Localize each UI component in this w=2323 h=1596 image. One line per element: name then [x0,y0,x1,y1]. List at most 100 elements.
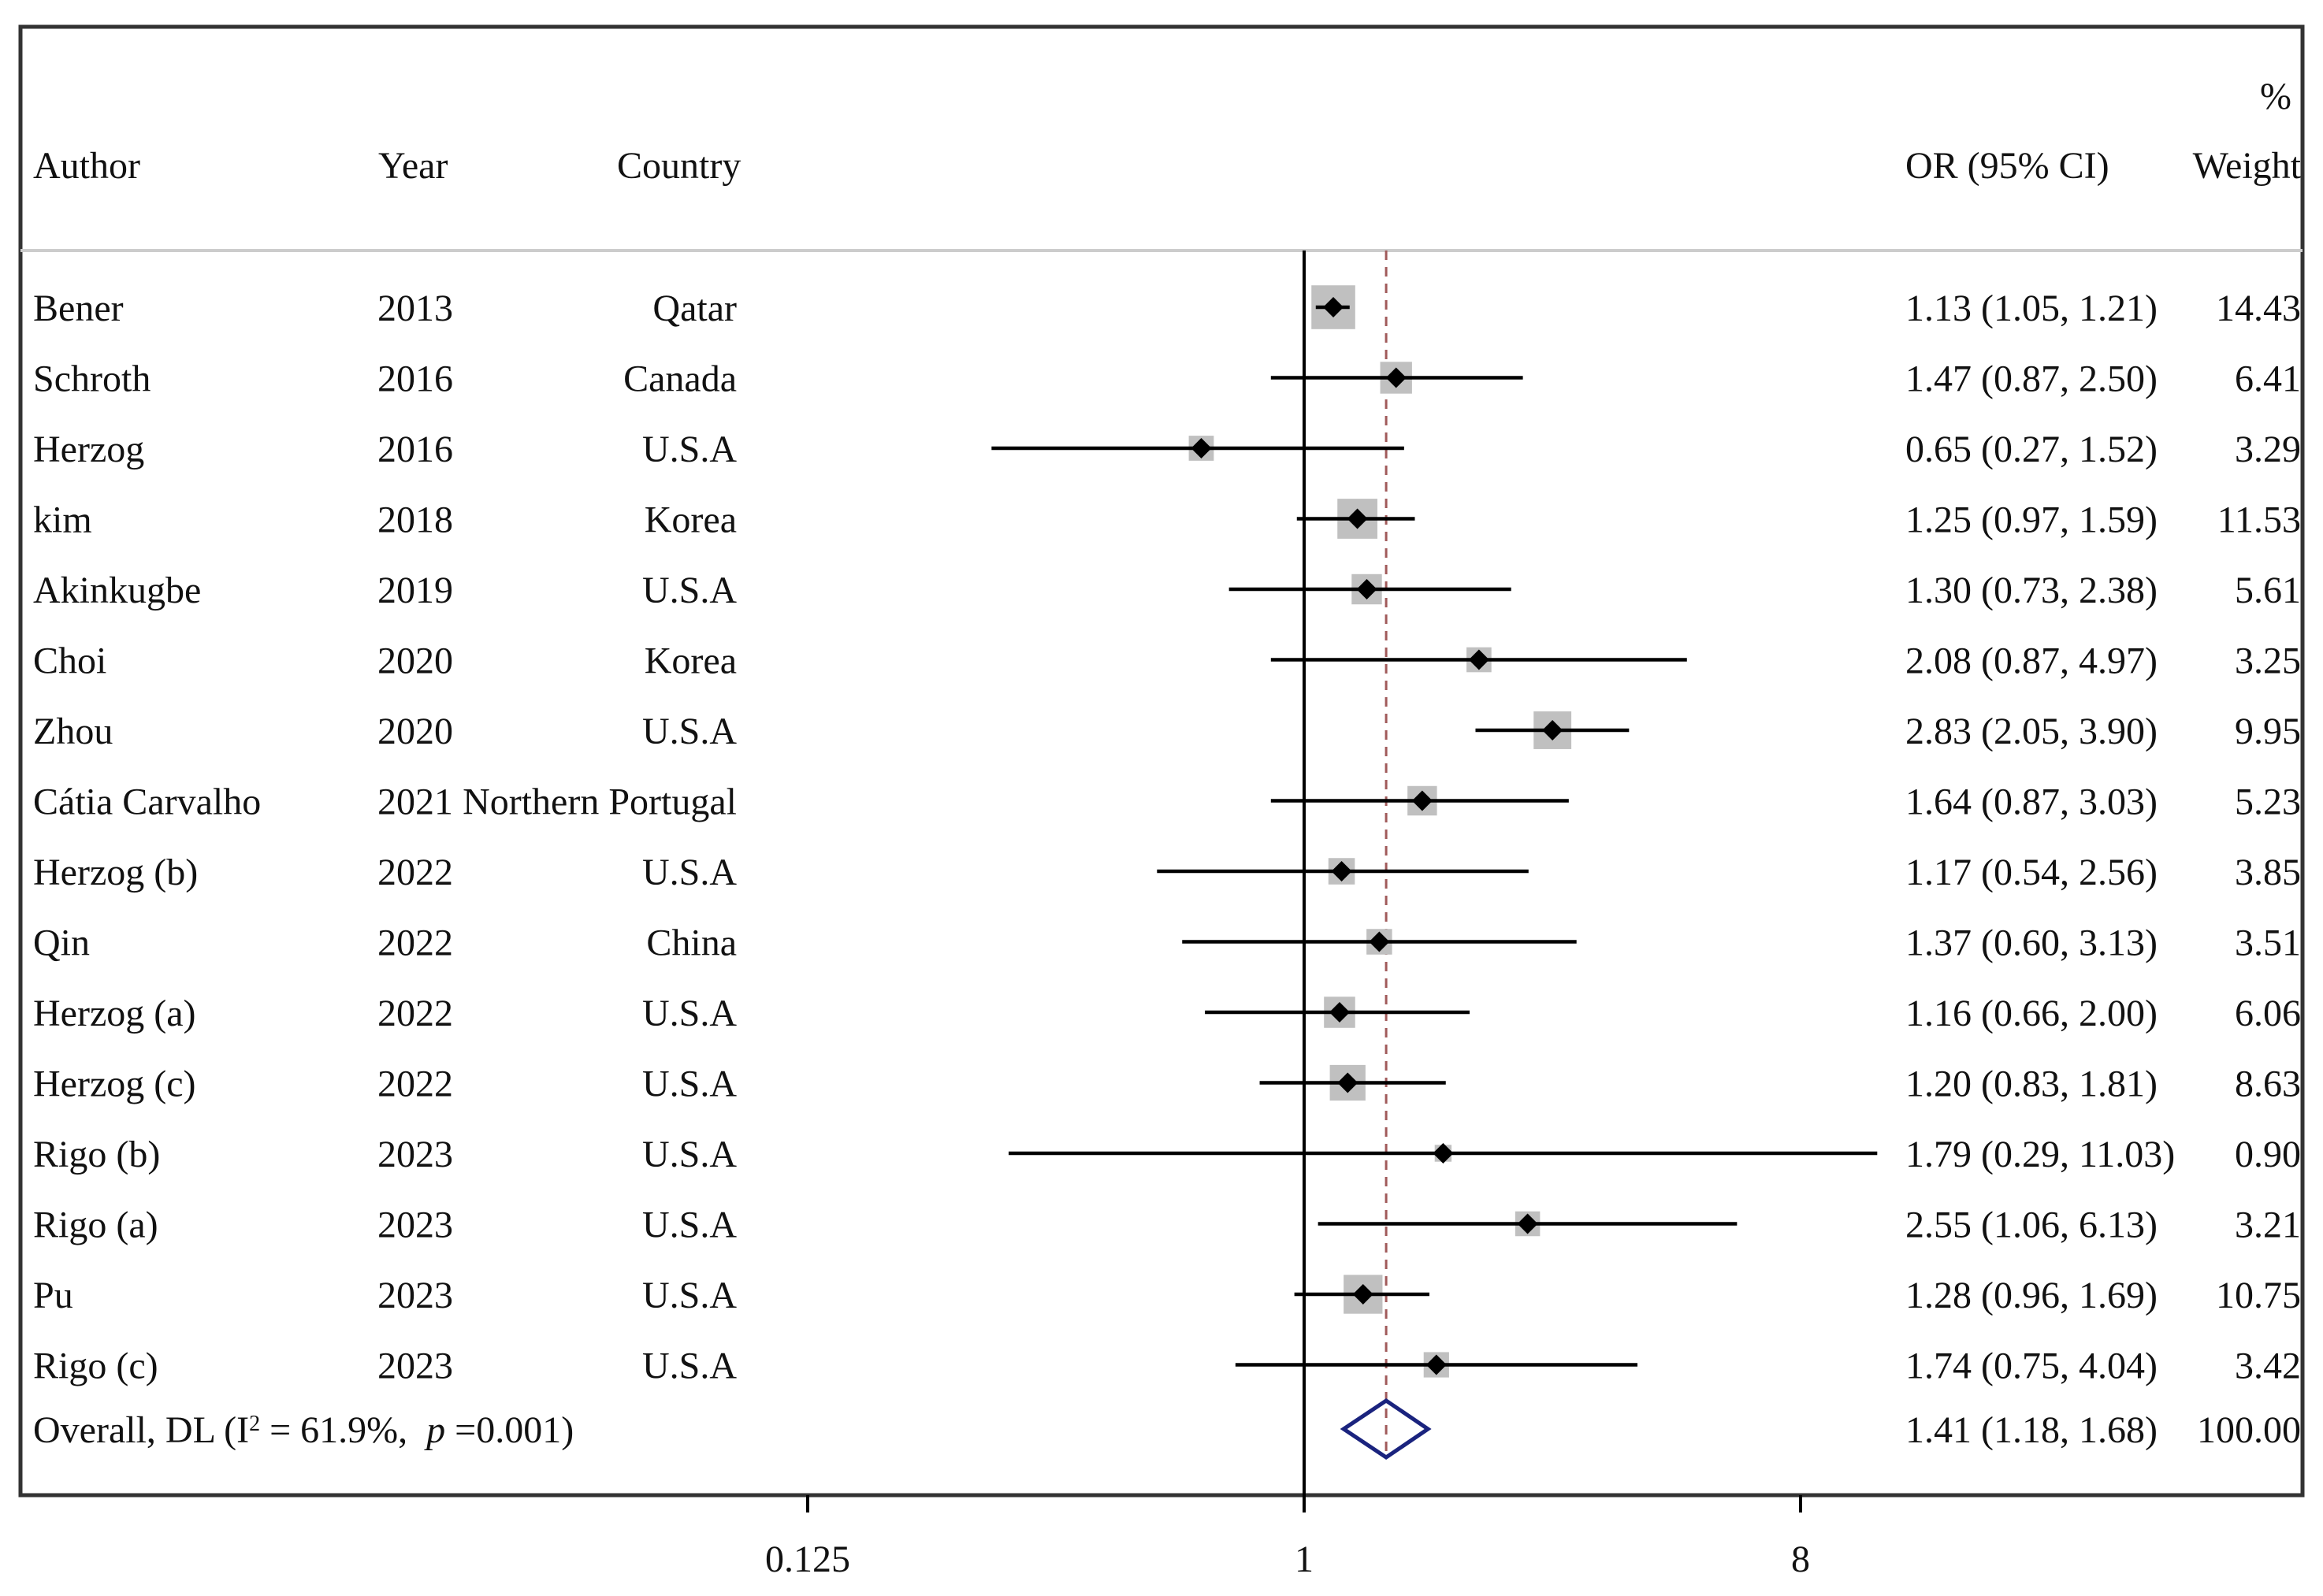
study-author: Qin [33,922,90,964]
point-estimate [1347,508,1368,529]
study-weight: 14.43 [2216,288,2301,329]
study-author: Rigo (a) [33,1204,158,1246]
study-country: Korea [645,499,737,541]
overall-diamond [1340,1397,1432,1461]
study-year: 2022 [377,852,453,893]
study-row: Herzog (a) 2022 U.S.A 1.16 (0.66, 2.00) 6.06 [33,993,2301,1034]
point-estimate [1356,579,1377,599]
study-weight: 3.29 [2235,429,2301,470]
study-author: Pu [33,1275,73,1316]
study-country: U.S.A [642,570,737,611]
study-author: Herzog (c) [33,1063,196,1105]
x-tick-label: 0.125 [765,1538,850,1580]
study-country: Canada [623,358,737,400]
study-or-ci: 0.65 (0.27, 1.52) [1905,429,2158,470]
point-estimate [1468,649,1489,670]
column-headers: Author Year Country OR (95% CI) % Weight [33,76,2302,187]
study-or-ci: 2.08 (0.87, 4.97) [1905,640,2158,682]
study-row: Schroth 2016 Canada 1.47 (0.87, 2.50) 6.41 [33,358,2301,400]
plot-marks [991,251,1878,1495]
study-author: Choi [33,640,106,682]
study-country: Qatar [652,288,737,329]
study-mark [1008,1143,1878,1164]
study-weight: 3.25 [2235,640,2301,682]
study-weight: 11.53 [2217,499,2301,541]
study-mark [1182,929,1577,955]
study-mark [1270,362,1523,394]
study-row: Akinkugbe 2019 U.S.A 1.30 (0.73, 2.38) 5.61 [33,570,2301,611]
study-country: U.S.A [642,1204,737,1246]
study-mark [1157,858,1529,885]
study-mark [1228,573,1511,605]
study-or-ci: 1.13 (1.05, 1.21) [1905,288,2158,329]
study-mark [1205,997,1470,1028]
study-row: Qin 2022 China 1.37 (0.60, 3.13) 3.51 [33,922,2301,964]
study-or-ci: 2.55 (1.06, 6.13) [1905,1204,2158,1246]
point-estimate [1542,720,1563,740]
point-estimate [1352,1284,1373,1305]
study-row: Choi 2020 Korea 2.08 (0.87, 4.97) 3.25 [33,640,2301,682]
study-or-ci: 1.74 (0.75, 4.04) [1905,1345,2158,1387]
study-rows: Bener 2013 Qatar 1.13 (1.05, 1.21) 14.43 Schr… [33,288,2301,1451]
overall-weight: 100.00 [2197,1409,2301,1451]
point-estimate [1329,1002,1350,1023]
study-author: Akinkugbe [33,570,201,611]
study-or-ci: 1.28 (0.96, 1.69) [1905,1275,2158,1316]
study-row: kim 2018 Korea 1.25 (0.97, 1.59) 11.53 [33,499,2301,541]
study-year: 2016 [377,358,453,400]
study-author: Schroth [33,358,151,400]
plot-border [18,24,2305,1498]
study-year: 2013 [377,288,453,329]
study-or-ci: 1.20 (0.83, 1.81) [1905,1063,2158,1105]
study-year: 2023 [377,1204,453,1246]
study-author: Bener [33,288,124,329]
study-year: 2022 [377,993,453,1034]
study-author: Rigo (c) [33,1345,158,1387]
study-country: U.S.A [642,993,737,1034]
study-or-ci: 1.37 (0.60, 3.13) [1905,922,2158,964]
study-or-ci: 1.47 (0.87, 2.50) [1905,358,2158,400]
study-weight: 6.06 [2235,993,2301,1034]
study-or-ci: 1.79 (0.29, 11.03) [1905,1134,2175,1175]
study-weight: 8.63 [2235,1063,2301,1105]
study-author: Herzog (b) [33,852,198,893]
study-weight: 3.51 [2235,922,2301,964]
point-estimate [1337,1072,1358,1093]
x-tick-label: 8 [1791,1538,1810,1580]
point-estimate [1411,790,1433,811]
study-row: Cátia Carvalho 2021 Northern Portugal 1.64 … [33,781,2301,823]
point-estimate [1517,1213,1538,1234]
study-weight: 3.42 [2235,1345,2301,1387]
study-weight: 6.41 [2235,358,2301,400]
study-year: 2020 [377,640,453,682]
header-country: Country [617,145,741,187]
study-year: 2022 [377,1063,453,1105]
study-country: China [646,922,737,964]
study-or-ci: 1.30 (0.73, 2.38) [1905,570,2158,611]
overall-or-ci: 1.41 (1.18, 1.68) [1905,1409,2158,1451]
point-estimate [1385,367,1407,388]
header-weight: Weight [2193,145,2302,187]
study-weight: 3.85 [2235,852,2301,893]
study-row: Zhou 2020 U.S.A 2.83 (2.05, 3.90) 9.95 [33,711,2301,752]
study-mark [991,436,1404,461]
study-year: 2019 [377,570,453,611]
study-row: Rigo (c) 2023 U.S.A 1.74 (0.75, 4.04) 3.42 [33,1345,2301,1387]
study-author: kim [33,499,92,541]
study-weight: 5.61 [2235,570,2301,611]
header-or-ci: OR (95% CI) [1905,145,2109,187]
study-country: U.S.A [642,1345,737,1387]
overall-label: Overall, DL (I2 = 61.9%, p =0.001) [33,1409,574,1451]
study-or-ci: 2.83 (2.05, 3.90) [1905,711,2158,752]
point-estimate [1425,1354,1447,1375]
study-row: Rigo (a) 2023 U.S.A 2.55 (1.06, 6.13) 3.21 [33,1204,2301,1246]
study-country: U.S.A [642,1275,737,1316]
study-mark [1318,1211,1738,1237]
study-year: 2018 [377,499,453,541]
study-year: 2022 [377,922,453,964]
study-weight: 10.75 [2216,1275,2301,1316]
study-row: Herzog 2016 U.S.A 0.65 (0.27, 1.52) 3.29 [33,429,2301,470]
study-author: Cátia Carvalho [33,781,261,823]
study-mark [1235,1352,1638,1378]
